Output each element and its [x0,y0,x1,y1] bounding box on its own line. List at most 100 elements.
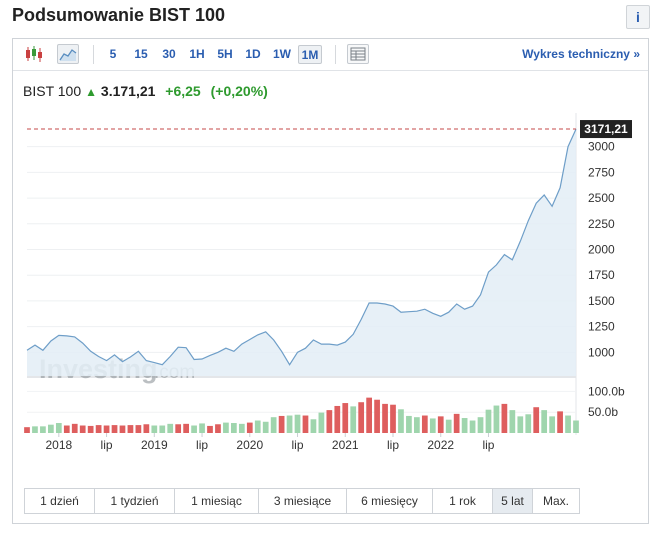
interval-1w[interactable]: 1W [273,47,291,61]
interval-5[interactable]: 5 [109,47,117,61]
volume-bar [238,423,245,433]
volume-bar [493,405,500,433]
volume-bar [318,412,325,433]
chart-panel: 5 15 30 1H 5H 1D 1W 1M Wykres techniczny… [12,38,649,524]
volume-bar [398,409,404,433]
volume-bar [286,415,293,433]
volume-bar [183,423,189,433]
index-price: 3.171,21 [100,83,156,99]
y-tick-label: 1750 [588,268,615,282]
volume-bar [223,422,229,433]
x-tick-label: lip [482,438,494,452]
y-tick-label: 2250 [588,217,615,231]
volume-bar [374,399,380,433]
x-tick-label: lip [387,438,399,452]
volume-bar [485,409,492,433]
interval-30[interactable]: 30 [162,47,176,61]
volume-bar [278,415,285,433]
volume-bar [199,423,205,433]
y-tick-label: 2500 [588,191,615,205]
price-area [26,128,577,376]
volume-bar [525,414,532,433]
volume-bar [215,424,221,433]
volume-bar [135,425,142,433]
volume-bar [262,421,269,433]
period-button[interactable]: 1 tydzień [95,489,175,513]
volume-bar [63,425,70,433]
interval-15[interactable]: 15 [134,47,148,61]
volume-bar [87,425,94,433]
volume-bar [103,425,110,433]
period-button[interactable]: 1 dzień [25,489,95,513]
volume-bar [302,415,309,433]
volume-bar [565,415,571,433]
volume-bar [406,415,412,433]
volume-bar [533,407,540,433]
last-price-box [580,120,632,139]
price-change: +6,25 [165,83,201,99]
last-price-label: 3171,21 [584,122,628,136]
volume-bar [437,416,444,433]
price-chart[interactable]: Investing .com 1000125015001750200022502… [13,39,648,479]
candlestick-chart-icon[interactable] [23,44,45,64]
volume-bar [48,424,54,433]
interval-1d[interactable]: 1D [245,47,261,61]
area-chart-icon[interactable] [57,44,79,64]
technical-chart-link[interactable]: Wykres techniczny » [522,47,640,61]
x-tick-label: 2021 [332,438,359,452]
period-button[interactable]: Max. [533,489,579,513]
period-button[interactable]: 1 miesiąc [175,489,259,513]
period-button[interactable]: 1 rok [433,489,493,513]
interval-1m[interactable]: 1M [298,45,322,64]
price-line [26,128,577,366]
interval-5h[interactable]: 5H [217,47,233,61]
volume-bar [175,424,182,433]
volume-bars [24,397,579,433]
volume-bar [207,425,213,433]
page-title: Podsumowanie BIST 100 [12,5,226,25]
up-arrow-icon: ▲ [85,85,98,99]
info-button[interactable]: i [626,5,650,29]
y-axis: 1000 1250 1500 1750 2000 2250 2500 2750 3000 [588,140,615,360]
x-tick-label: lip [101,438,113,452]
interval-1h[interactable]: 1H [189,47,205,61]
period-selector: 1 dzień 1 tydzień 1 miesiąc 3 miesiące 6 mie… [24,488,580,514]
x-axis: 2018 lip 2019 lip 2020 lip 2021 lip 2022 lip [45,433,495,452]
volume-bar [509,410,516,433]
volume-bar [95,425,102,433]
toolbar-divider [335,45,336,64]
volume-bar [350,406,357,433]
volume-bar [414,417,420,433]
volume-bar [421,415,428,433]
volume-bar [254,420,261,433]
period-button[interactable]: 5 lat [493,489,533,513]
volume-bar [326,410,333,433]
last-price-marker: 3171,21 [27,120,632,139]
volume-bar [453,413,460,433]
volume-bar [469,420,476,433]
volume-bar [127,425,134,433]
volume-tick-label: 100.0b [588,384,625,398]
volume-bar [501,403,508,433]
volume-bar [32,426,38,433]
x-tick-label: 2020 [236,438,263,452]
table-view-icon[interactable] [347,44,369,64]
quote-line: BIST 100 ▲ 3.171,21 +6,25 (+0,20%) [23,83,268,99]
volume-bar [342,403,349,433]
toolbar-divider [93,45,94,64]
volume-bar [541,410,548,433]
volume-bar [79,425,86,433]
volume-bar [358,402,365,433]
price-change-percent: (+0,20%) [210,83,268,99]
volume-bar [111,425,118,433]
period-button[interactable]: 6 miesięcy [347,489,433,513]
period-button[interactable]: 3 miesiące [259,489,347,513]
volume-bar [461,418,468,433]
y-tick-label: 2750 [588,165,615,179]
y-tick-label: 1250 [588,320,615,334]
chart-toolbar: 5 15 30 1H 5H 1D 1W 1M Wykres techniczny… [13,39,648,71]
volume-bar [151,425,158,433]
volume-bar [24,427,30,433]
y-tick-label: 1000 [588,345,615,359]
index-name: BIST 100 [23,83,82,99]
